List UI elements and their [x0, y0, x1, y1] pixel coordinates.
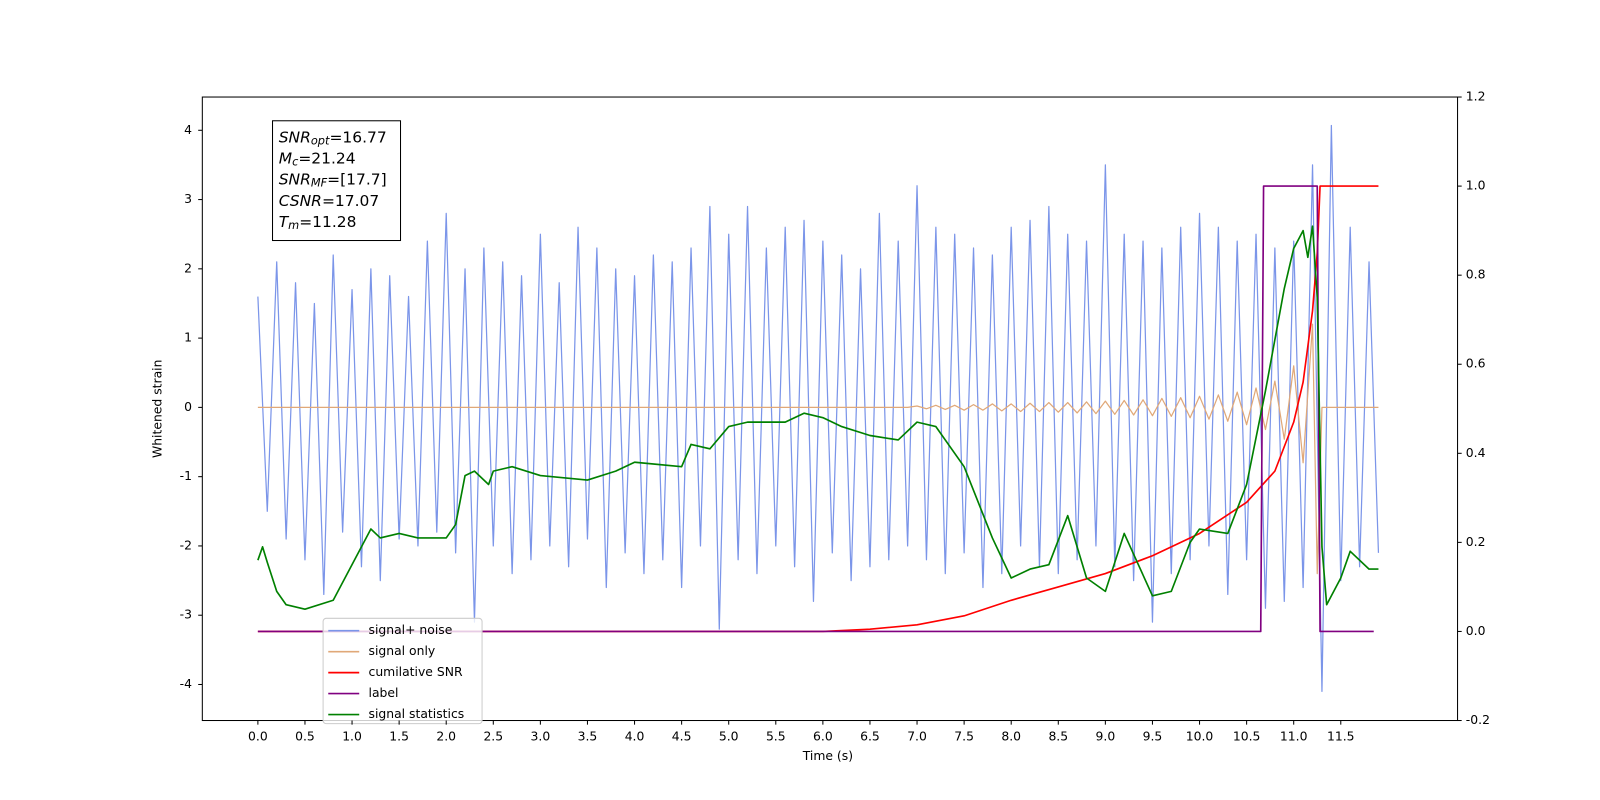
y-tick-label: 4 — [184, 123, 192, 137]
x-tick-label: 2.5 — [483, 730, 503, 744]
x-tick-label: 1.0 — [342, 730, 362, 744]
legend-label: signal only — [369, 644, 436, 658]
annotation-sub: m — [288, 218, 299, 232]
x-tick-label: 4.0 — [625, 730, 645, 744]
y2-tick-label: 0.8 — [1466, 268, 1486, 282]
series-line — [257, 225, 1379, 611]
annotation-line: CSNR=17.07 — [279, 191, 379, 209]
y-tick-label: -4 — [180, 677, 192, 691]
x-tick-label: 3.0 — [531, 730, 551, 744]
annotation-value: =[17.7] — [327, 170, 386, 188]
y2-tick-label: -0.2 — [1466, 713, 1490, 727]
y-axis-label: Whitened strain — [150, 360, 164, 458]
annotation-line: Mc=21.24 — [279, 149, 356, 169]
y2-tick-label: 0.0 — [1466, 624, 1486, 638]
annotation-value: =16.77 — [329, 128, 386, 146]
annotation-sub: MF — [311, 176, 328, 190]
annotation-value: =17.07 — [322, 191, 379, 209]
y-tick-label: 0 — [184, 400, 192, 414]
legend-label: label — [369, 686, 399, 700]
annotation-name: SNR — [279, 128, 311, 146]
series-line — [257, 323, 1379, 575]
x-tick-label: 0.5 — [295, 730, 315, 744]
legend-frame — [322, 617, 483, 725]
x-tick-label: 7.5 — [954, 730, 974, 744]
x-axis-label: Time (s) — [802, 749, 853, 763]
y-tick-label: -3 — [180, 608, 192, 622]
annotation-value: =21.24 — [298, 149, 355, 167]
y2-tick-label: 0.4 — [1466, 446, 1486, 460]
y-tick-label: -1 — [180, 469, 192, 483]
annotation-line: SNRopt=16.77 — [279, 128, 387, 148]
y2-tick-label: 1.0 — [1466, 179, 1486, 193]
x-tick-label: 2.0 — [436, 730, 456, 744]
x-tick-label: 7.0 — [907, 730, 927, 744]
y-tick-label: 3 — [184, 192, 192, 206]
legend-label: cumilative SNR — [369, 665, 463, 679]
series-line — [257, 124, 1380, 693]
annotation-name: CSNR — [279, 191, 322, 209]
annotation-frame — [272, 120, 402, 242]
x-tick-label: 6.0 — [813, 730, 833, 744]
series-line — [257, 185, 1374, 633]
annotation-line: SNRMF=[17.7] — [279, 170, 387, 190]
x-tick-label: 10.0 — [1186, 730, 1214, 744]
x-tick-label: 0.0 — [248, 730, 268, 744]
annotation-name: T — [279, 212, 290, 230]
x-tick-label: 5.5 — [766, 730, 786, 744]
x-tick-label: 8.0 — [1001, 730, 1021, 744]
annotation-name: SNR — [279, 170, 311, 188]
y-tick-label: 1 — [184, 331, 192, 345]
axes-frame — [201, 96, 1459, 722]
x-tick-label: 10.5 — [1233, 730, 1261, 744]
x-tick-label: 11.0 — [1280, 730, 1308, 744]
x-tick-label: 11.5 — [1327, 730, 1355, 744]
x-tick-label: 3.5 — [578, 730, 598, 744]
annotation-box: SNRopt=16.77Mc=21.24SNRMF=[17.7]CSNR=17.… — [272, 120, 402, 242]
y2-tick-label: 0.2 — [1466, 535, 1486, 549]
annotation-sub: c — [292, 155, 299, 169]
annotation-line: Tm=11.28 — [279, 212, 357, 232]
y2-tick-label: 0.6 — [1466, 357, 1486, 371]
x-tick-label: 6.5 — [860, 730, 880, 744]
x-tick-label: 4.5 — [672, 730, 692, 744]
annotation-sub: opt — [311, 133, 330, 147]
annotation-name: M — [279, 149, 292, 167]
y2-tick-label: 1.2 — [1466, 90, 1486, 104]
x-tick-label: 9.5 — [1143, 730, 1163, 744]
y-tick-label: 2 — [184, 261, 192, 275]
y-tick-label: -2 — [180, 538, 192, 552]
x-tick-label: 5.0 — [719, 730, 739, 744]
x-tick-label: 1.5 — [389, 730, 409, 744]
x-tick-label: 9.0 — [1096, 730, 1116, 744]
plot-area — [257, 124, 1380, 693]
annotation-value: =11.28 — [299, 212, 356, 230]
legend: signal+ noise signal only cumilative SNR la… — [322, 617, 483, 725]
legend-label: signal+ noise — [369, 623, 453, 637]
x-tick-label: 8.5 — [1048, 730, 1068, 744]
legend-label: signal statistics — [369, 707, 465, 721]
